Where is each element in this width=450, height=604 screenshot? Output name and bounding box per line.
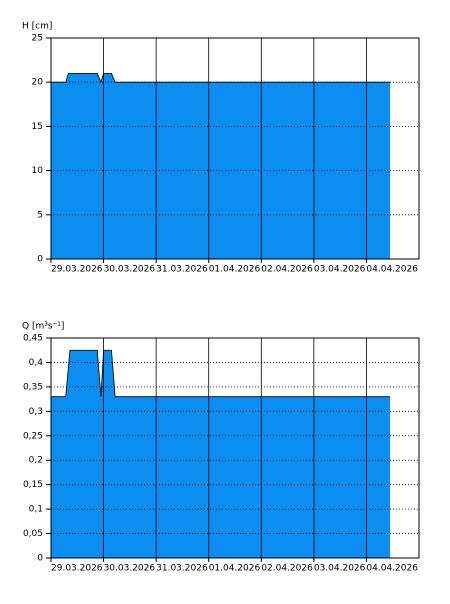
- chart: Q [m³s⁻¹] 0 0,05 0,1 0,15 0,2 0,25 0,3 0,35 0,4 0,…: [22, 322, 420, 574]
- y-tick-label: 0,1: [29, 505, 43, 515]
- y-tick-label: 0,45: [23, 334, 43, 344]
- area-fill: [51, 73, 391, 259]
- y-tick-label: 0,25: [23, 431, 43, 441]
- x-tick-label: 04.04.2026: [366, 564, 418, 574]
- area-fill: [51, 350, 391, 558]
- x-tick-label: 30.03.2026: [104, 265, 156, 275]
- x-tick-label: 02.04.2026: [261, 265, 313, 275]
- y-tick-label: 5: [37, 210, 43, 220]
- y-tick-label: 0,15: [23, 480, 43, 490]
- area-line: [51, 349, 391, 398]
- y-tick-label: 10: [32, 166, 44, 176]
- y-tick-label: 0,35: [23, 382, 43, 392]
- x-tick-label: 29.03.2026: [51, 564, 103, 574]
- x-tick-label: 04.04.2026: [366, 265, 418, 275]
- x-tick-label: 03.04.2026: [314, 265, 366, 275]
- y-tick-label: 20: [32, 78, 44, 88]
- x-tick-label: 31.03.2026: [156, 564, 208, 574]
- chart: H [cm] 0 5 10 15 20 25 29.03.2026 30.03.2026 31.0…: [22, 22, 420, 275]
- y-tick-label: 0,4: [29, 358, 44, 368]
- x-tick-label: 31.03.2026: [156, 265, 208, 275]
- x-tick-label: 01.04.2026: [209, 564, 261, 574]
- plot-frame: [50, 37, 420, 260]
- y-axis-label: Q [m³s⁻¹]: [22, 322, 64, 332]
- y-tick-label: 0,05: [23, 529, 43, 539]
- y-tick-label: 0,3: [29, 407, 43, 417]
- y-tick-label: 25: [32, 34, 43, 44]
- y-tick-label: 0,2: [29, 456, 43, 466]
- y-tick-label: 0: [37, 554, 43, 564]
- plot-frame: [50, 337, 420, 559]
- y-tick-label: 15: [32, 122, 43, 132]
- area-line: [51, 72, 391, 84]
- y-axis-label: H [cm]: [22, 22, 52, 32]
- x-tick-label: 02.04.2026: [261, 564, 313, 574]
- x-tick-label: 03.04.2026: [314, 564, 366, 574]
- y-tick-label: 0: [37, 255, 43, 265]
- x-tick-label: 29.03.2026: [51, 265, 103, 275]
- x-tick-label: 30.03.2026: [104, 564, 156, 574]
- x-tick-label: 01.04.2026: [209, 265, 261, 275]
